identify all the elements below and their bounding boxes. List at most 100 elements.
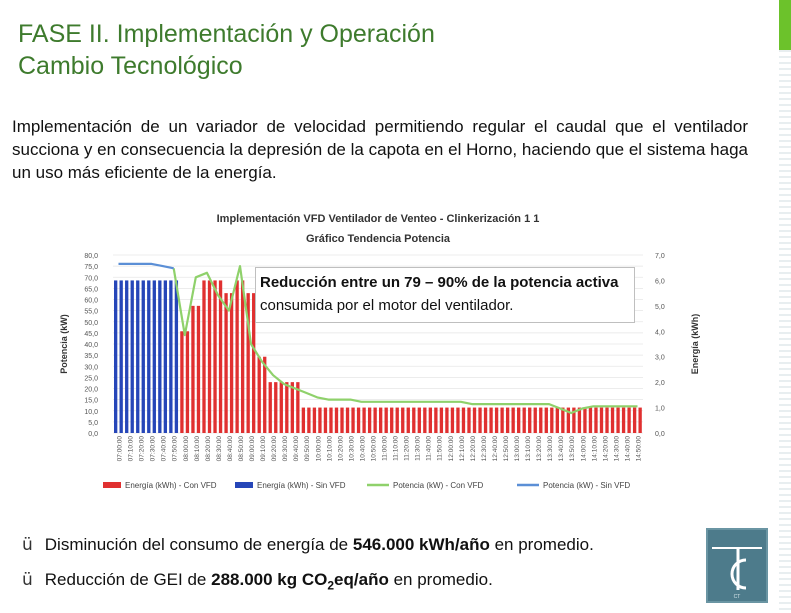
bar: [533, 407, 537, 433]
bar: [539, 407, 543, 433]
bar: [125, 280, 129, 433]
bar: [417, 407, 421, 433]
bar: [169, 280, 173, 433]
x-tick-label: 08:40:00: [227, 436, 234, 462]
bar: [401, 407, 405, 433]
bar: [174, 280, 179, 433]
callout-rest: consumida por el motor del ventilador.: [260, 297, 514, 314]
x-tick-label: 14:00:00: [580, 436, 587, 462]
bar: [412, 407, 416, 433]
bullet1-bold: 546.000 kWh/año: [352, 535, 490, 554]
ct-logo: CT: [706, 528, 768, 603]
y-tick-label: 40,0: [84, 342, 98, 349]
y-tick-label: 50,0: [84, 320, 98, 327]
x-tick-label: 11:10:00: [393, 436, 400, 461]
bar: [274, 382, 278, 433]
x-tick-label: 10:30:00: [348, 436, 355, 462]
x-tick-label: 09:30:00: [282, 436, 289, 462]
bar: [301, 407, 306, 433]
bar: [180, 331, 184, 433]
series-line: [172, 265, 638, 415]
bar: [246, 293, 250, 433]
bar: [257, 356, 261, 433]
bar: [406, 407, 410, 433]
y-tick-label: 70,0: [84, 275, 98, 282]
bullet2-sub: 2: [327, 578, 335, 593]
chart-svg: Implementación VFD Ventilador de Venteo …: [59, 213, 700, 490]
logo-text: CT: [734, 594, 741, 600]
y-tick-label: 15,0: [84, 398, 98, 405]
bar: [235, 280, 239, 433]
bar: [588, 407, 593, 433]
x-tick-label: 08:30:00: [216, 436, 223, 462]
x-tick-label: 08:20:00: [205, 436, 212, 462]
bar: [583, 407, 587, 433]
x-tick-label: 09:40:00: [293, 436, 300, 462]
x-tick-label: 13:20:00: [536, 436, 543, 462]
intro-paragraph: Implementación de un variador de velocid…: [12, 117, 748, 182]
x-tick-label: 09:50:00: [304, 436, 311, 462]
x-tick-label: 12:30:00: [481, 436, 488, 462]
bar: [610, 407, 615, 433]
bar: [296, 382, 300, 433]
x-tick-label: 07:00:00: [117, 436, 124, 462]
y-tick-label: 5,0: [88, 420, 98, 427]
title-line-2: Cambio Tecnológico: [18, 52, 243, 80]
bar: [395, 407, 399, 433]
bullet2-bold2: eq/año: [334, 570, 389, 589]
x-tick-label: 11:50:00: [437, 436, 444, 461]
bar: [621, 407, 626, 433]
x-tick-label: 07:40:00: [161, 436, 168, 462]
y2-tick-label: 1,0: [655, 406, 665, 413]
y2-tick-label: 6,0: [655, 278, 665, 285]
y2-tick-label: 7,0: [655, 253, 665, 260]
x-tick-label: 10:40:00: [359, 436, 366, 462]
page-title: FASE II. Implementación y Operación Camb…: [18, 18, 435, 82]
legend-label: Potencia (kW) - Con VFD: [393, 481, 483, 490]
y-tick-label: 10,0: [84, 409, 98, 416]
x-tick-label: 13:30:00: [547, 436, 554, 462]
bar: [478, 407, 482, 433]
x-tick-label: 13:40:00: [558, 436, 565, 462]
bar: [318, 407, 322, 433]
chart-title: Implementación VFD Ventilador de Venteo …: [217, 213, 540, 225]
bar: [362, 407, 366, 433]
bar: [517, 407, 521, 433]
bar: [312, 407, 317, 433]
bar: [218, 280, 223, 433]
legend-swatch: [103, 482, 121, 488]
bar: [285, 382, 289, 433]
y-tick-label: 60,0: [84, 298, 98, 305]
y-axis-label: Potencia (kW): [59, 314, 69, 374]
callout-bold: Reducción entre un 79 – 90% de la potenc…: [260, 274, 619, 291]
y-tick-label: 55,0: [84, 309, 98, 316]
legend-label: Energía (kWh) - Con VFD: [125, 481, 217, 490]
x-tick-label: 13:50:00: [569, 436, 576, 462]
bullet2-post: en promedio.: [388, 570, 493, 589]
bar: [434, 407, 438, 433]
bar: [632, 407, 637, 433]
x-tick-label: 12:00:00: [448, 436, 455, 462]
y-tick-label: 75,0: [84, 264, 98, 271]
accent-stripes: [779, 50, 791, 613]
bar: [114, 280, 118, 433]
x-tick-label: 14:40:00: [624, 436, 631, 462]
bar: [185, 331, 190, 433]
bar: [594, 407, 598, 433]
chart-subtitle: Gráfico Tendencia Potencia: [306, 233, 451, 245]
x-tick-label: 12:10:00: [459, 436, 466, 462]
bar: [638, 407, 642, 433]
bar: [334, 407, 339, 433]
bar: [390, 407, 394, 433]
bar: [599, 407, 604, 433]
bar: [158, 280, 162, 433]
bar: [191, 305, 195, 433]
bar: [356, 407, 361, 433]
x-tick-label: 09:00:00: [249, 436, 256, 462]
x-tick-label: 07:10:00: [128, 436, 135, 462]
y2-axis-label: Energía (kWh): [690, 314, 700, 375]
x-tick-label: 12:40:00: [492, 436, 499, 462]
x-tick-label: 08:00:00: [183, 436, 190, 462]
x-tick-label: 07:50:00: [172, 436, 179, 462]
bullet-ghg: ü Reducción de GEI de 288.000 kg CO2eq/añ…: [22, 569, 493, 596]
